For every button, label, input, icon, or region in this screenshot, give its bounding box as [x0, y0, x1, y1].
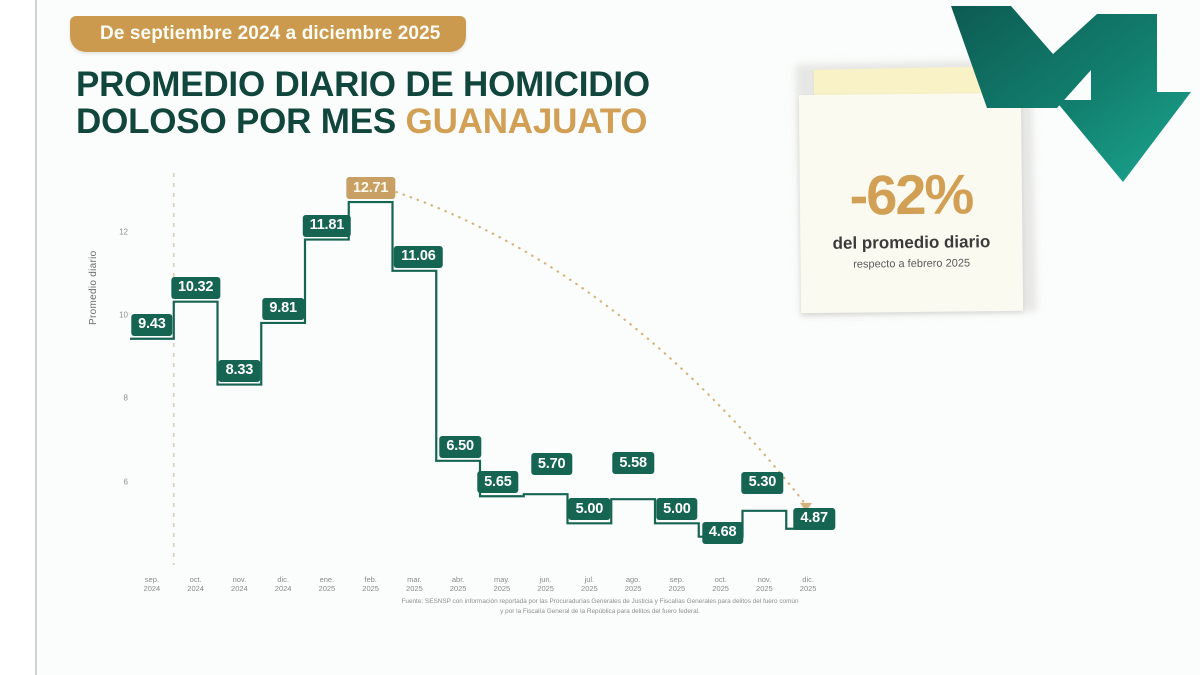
y-axis-tick: 10 [119, 310, 128, 320]
x-axis-tick: jul. 2025 [581, 575, 598, 594]
data-value-chip: 5.00 [656, 498, 698, 521]
x-axis-tick: ago. 2025 [624, 575, 642, 594]
y-axis-tick: 12 [119, 227, 128, 237]
x-axis-tick: oct. 2024 [187, 575, 204, 594]
data-value-chip: 6.50 [439, 435, 481, 458]
x-axis-tick: may. 2025 [493, 575, 511, 594]
title-line-2-main: DOLOSO POR MES [76, 102, 406, 142]
x-axis-tick: nov. 2024 [231, 575, 248, 594]
title-line-2-accent: GUANAJUATO [405, 102, 648, 142]
card-body: -62% del promedio diario respecto a febr… [798, 92, 1024, 314]
data-value-chip: 5.58 [612, 452, 654, 475]
trend-arrowhead-icon [799, 502, 812, 512]
left-vertical-rule [35, 0, 37, 675]
data-value-chip: 9.81 [262, 297, 304, 320]
data-value-chip: 12.71 [345, 177, 396, 200]
data-value-chip: 5.30 [741, 471, 784, 494]
data-value-chip: 11.06 [394, 245, 443, 268]
data-value-chip: 4.68 [701, 521, 744, 544]
data-value-chip: 5.65 [477, 471, 519, 494]
x-axis-tick: jun. 2025 [537, 575, 554, 594]
x-axis-tick: sep. 2024 [143, 575, 161, 594]
data-value-chip: 10.32 [170, 276, 221, 299]
chart-container: Promedio diario 12 10 8 6 sep. 2024 oct. 202… [88, 165, 835, 593]
x-axis-tick: mar. 2025 [406, 575, 423, 594]
source-footnote-line-1: Fuente: SESNSP con información reportada… [401, 598, 799, 605]
x-axis-tick: feb. 2025 [362, 575, 379, 594]
data-value-chip: 4.87 [793, 507, 835, 530]
y-axis-title: Promedio diario [88, 250, 99, 325]
source-footnote: Fuente: SESNSP con información reportada… [0, 597, 1200, 617]
page-title: PROMEDIO DIARIO DE HOMICIDIO DOLOSO POR … [76, 66, 650, 140]
date-range-banner: De septiembre 2024 a diciembre 2025 [70, 16, 467, 52]
x-axis-tick: nov. 2025 [756, 575, 773, 594]
data-value-chip: 11.81 [302, 214, 352, 237]
x-axis-tick: abr. 2025 [449, 575, 467, 594]
data-value-chip: 8.33 [218, 359, 261, 382]
x-axis-tick: ene. 2025 [318, 575, 336, 594]
data-value-chip: 5.70 [530, 453, 573, 476]
source-footnote-line-2: y por la Fiscalía General de la Repúblic… [500, 607, 700, 615]
title-line-1: PROMEDIO DIARIO DE HOMICIDIO [76, 65, 650, 104]
y-axis-tick: 6 [123, 477, 128, 487]
x-axis-tick: sep. 2025 [668, 575, 686, 594]
data-value-chip: 9.43 [131, 313, 173, 336]
callout-card: -62% del promedio diario respecto a febr… [792, 52, 1042, 320]
percent-change-subtitle: del promedio diario [832, 231, 991, 253]
percent-change-reference: respecto a febrero 2025 [853, 256, 971, 271]
date-range-label: De septiembre 2024 a diciembre 2025 [100, 23, 441, 44]
x-axis-tick: dic. 2024 [274, 575, 292, 594]
data-value-chip: 5.00 [568, 498, 611, 521]
x-axis-tick: oct. 2025 [712, 575, 729, 594]
percent-change-value: -62% [849, 161, 973, 227]
left-gutter [0, 0, 35, 675]
x-axis-tick: dic. 2025 [799, 575, 817, 594]
title-line-2: DOLOSO POR MES GUANAJUATO [76, 103, 650, 140]
trend-dotted-line [395, 190, 808, 506]
y-axis-tick: 8 [123, 393, 128, 403]
